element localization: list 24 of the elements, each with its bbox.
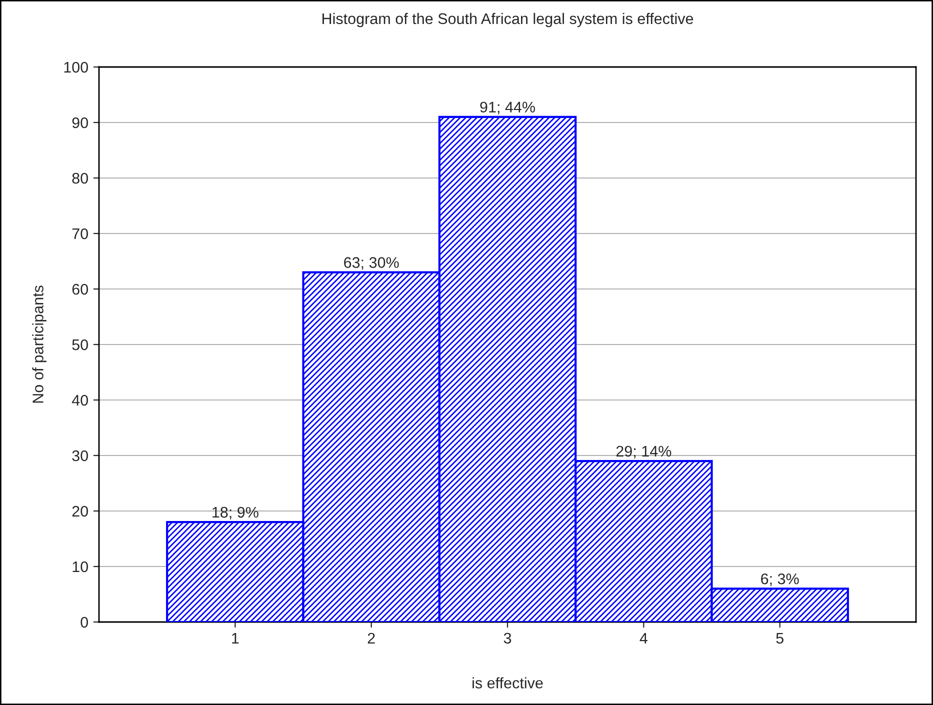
y-tick-label: 40 [72,394,88,406]
y-tick-label: 60 [72,284,88,295]
data-label: 29; 14% [616,446,672,458]
data-label: 63; 30% [344,257,399,270]
x-tick-label: 3 [504,632,512,644]
x-tick-label: 4 [640,632,648,644]
y-tick-label: 0 [80,616,88,628]
y-tick-label: 90 [72,117,88,128]
chart-title: Histogram of the South African legal system is effective [322,12,694,28]
y-tick-label: 100 [64,62,88,73]
x-tick-label: 2 [368,632,375,644]
y-tick-label: 20 [72,506,88,517]
data-label: 6; 3% [761,573,799,586]
y-tick-label: 50 [72,339,88,350]
y-tick-label: 70 [72,228,88,240]
y-tick-label: 30 [72,450,88,462]
y-tick-label: 10 [72,561,88,572]
y-axis-title: No of participants [32,286,46,403]
x-tick-label: 5 [776,632,784,644]
y-tick-label: 80 [72,172,88,184]
data-label: 91; 44% [480,102,535,114]
x-tick-label: 1 [232,632,239,644]
data-label: 18; 9% [212,506,258,520]
x-axis-title: is effective [472,677,543,688]
